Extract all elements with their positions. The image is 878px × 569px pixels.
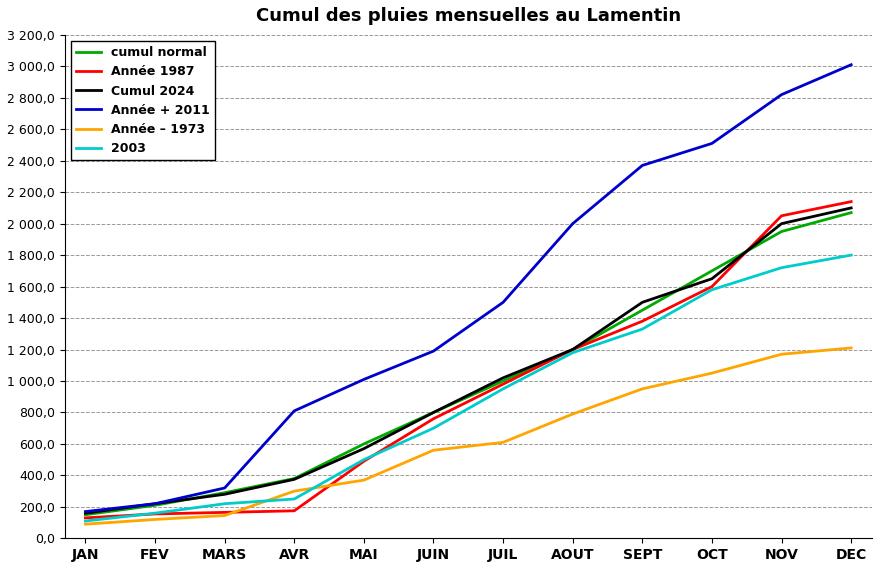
Année – 1973 [497,439,507,446]
Année 1987 [845,198,855,205]
Année – 1973 [637,385,647,392]
Année + 2011 [358,376,369,383]
Line: Cumul 2024: Cumul 2024 [85,208,850,513]
Année 1987 [80,514,90,521]
2003 [220,500,230,507]
Line: Année 1987: Année 1987 [85,201,850,518]
Cumul 2024 [637,299,647,306]
Line: cumul normal: cumul normal [85,213,850,515]
Année + 2011 [497,299,507,306]
Année + 2011 [637,162,647,169]
Année + 2011 [80,508,90,515]
Line: 2003: 2003 [85,255,850,521]
cumul normal [289,475,299,482]
2003 [289,496,299,502]
Année 1987 [497,381,507,387]
cumul normal [775,228,786,235]
Année + 2011 [149,500,160,507]
Année – 1973 [428,447,438,453]
2003 [428,425,438,432]
cumul normal [497,378,507,385]
Année 1987 [706,283,716,290]
Année 1987 [775,212,786,219]
cumul normal [567,346,578,353]
Année 1987 [358,458,369,465]
Cumul 2024 [80,510,90,517]
Année 1987 [637,318,647,324]
2003 [497,385,507,392]
Année + 2011 [845,61,855,68]
Cumul 2024 [706,275,716,282]
Année + 2011 [220,485,230,492]
Cumul 2024 [428,409,438,416]
Année – 1973 [149,516,160,523]
2003 [706,286,716,293]
Legend: cumul normal, Année 1987, Cumul 2024, Année + 2011, Année – 1973, 2003: cumul normal, Année 1987, Cumul 2024, An… [71,41,214,160]
Title: Cumul des pluies mensuelles au Lamentin: Cumul des pluies mensuelles au Lamentin [255,7,680,25]
Cumul 2024 [775,220,786,227]
cumul normal [220,489,230,496]
Année 1987 [149,510,160,517]
Année – 1973 [706,370,716,377]
Line: Année + 2011: Année + 2011 [85,65,850,512]
Année + 2011 [428,348,438,354]
Année 1987 [289,508,299,514]
2003 [637,325,647,332]
Cumul 2024 [567,346,578,353]
Cumul 2024 [497,374,507,381]
cumul normal [149,502,160,509]
Année 1987 [428,415,438,422]
Année + 2011 [706,140,716,147]
Année – 1973 [775,351,786,358]
Année 1987 [567,346,578,353]
Année 1987 [220,509,230,516]
Line: Année – 1973: Année – 1973 [85,348,850,524]
2003 [845,251,855,258]
Année – 1973 [567,411,578,418]
Année – 1973 [289,488,299,494]
Année + 2011 [775,91,786,98]
2003 [775,264,786,271]
cumul normal [845,209,855,216]
2003 [567,349,578,356]
cumul normal [358,440,369,447]
Cumul 2024 [289,476,299,483]
Année – 1973 [220,512,230,519]
Année – 1973 [845,345,855,352]
Cumul 2024 [149,500,160,507]
Année – 1973 [80,521,90,527]
Année – 1973 [358,477,369,484]
2003 [149,510,160,517]
Cumul 2024 [220,491,230,498]
cumul normal [706,267,716,274]
Année + 2011 [289,407,299,414]
Année + 2011 [567,220,578,227]
2003 [358,456,369,463]
2003 [80,518,90,525]
cumul normal [80,512,90,518]
Cumul 2024 [845,204,855,211]
cumul normal [428,409,438,416]
Cumul 2024 [358,445,369,452]
cumul normal [637,307,647,314]
